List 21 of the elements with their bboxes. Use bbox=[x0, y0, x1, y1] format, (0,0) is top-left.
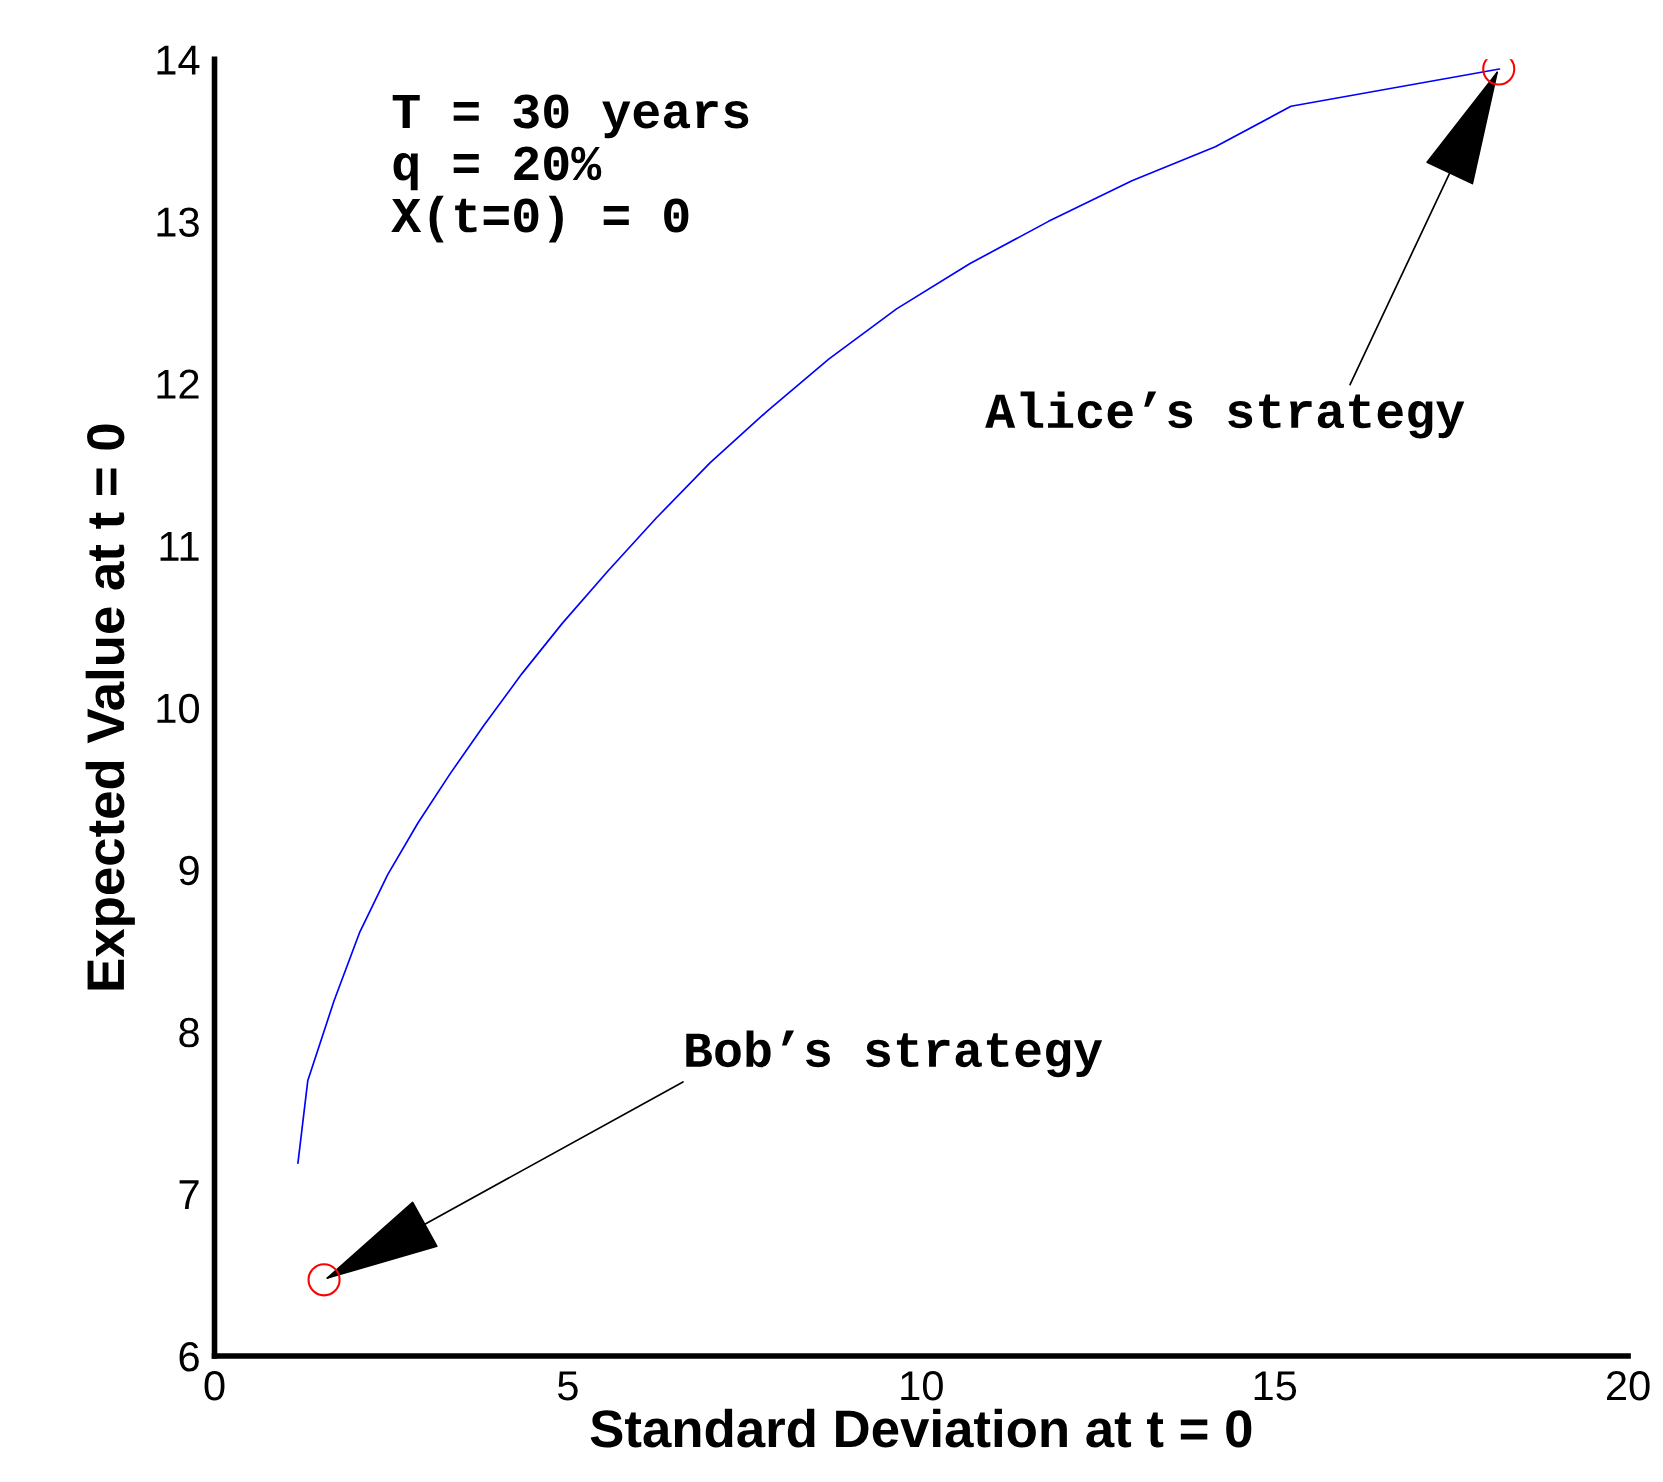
x-tick-label: 5 bbox=[558, 1371, 578, 1401]
x-tick-label: 20 bbox=[1607, 1371, 1650, 1401]
x-tick-label: 15 bbox=[1254, 1371, 1297, 1401]
y-tick-label: 8 bbox=[179, 1017, 199, 1048]
y-axis-title: Expected Value at t = 0 bbox=[85, 424, 135, 990]
annotation: q = 20% bbox=[393, 146, 602, 191]
annotation: T = 30 years bbox=[392, 94, 749, 139]
y-tick-label: 6 bbox=[179, 1342, 199, 1372]
y-tick-label: 11 bbox=[160, 531, 199, 561]
y-tick-label: 9 bbox=[179, 855, 199, 886]
x-tick-label: 10 bbox=[901, 1371, 943, 1401]
annotation: X(t=0) = 0 bbox=[391, 195, 689, 243]
y-tick-label: 10 bbox=[157, 693, 200, 724]
y-tick-label: 7 bbox=[179, 1180, 199, 1210]
x-tick-label: 0 bbox=[204, 1371, 225, 1401]
x-axis-title: Standard Deviation at t = 0 bbox=[590, 1408, 1252, 1448]
y-tick-label: 12 bbox=[157, 369, 199, 399]
y-tick-label: 14 bbox=[157, 45, 200, 75]
annotation: Alice’s strategy bbox=[985, 391, 1465, 439]
annotation: Bob’s strategy bbox=[686, 1030, 1103, 1078]
y-tick-label: 13 bbox=[157, 207, 199, 237]
